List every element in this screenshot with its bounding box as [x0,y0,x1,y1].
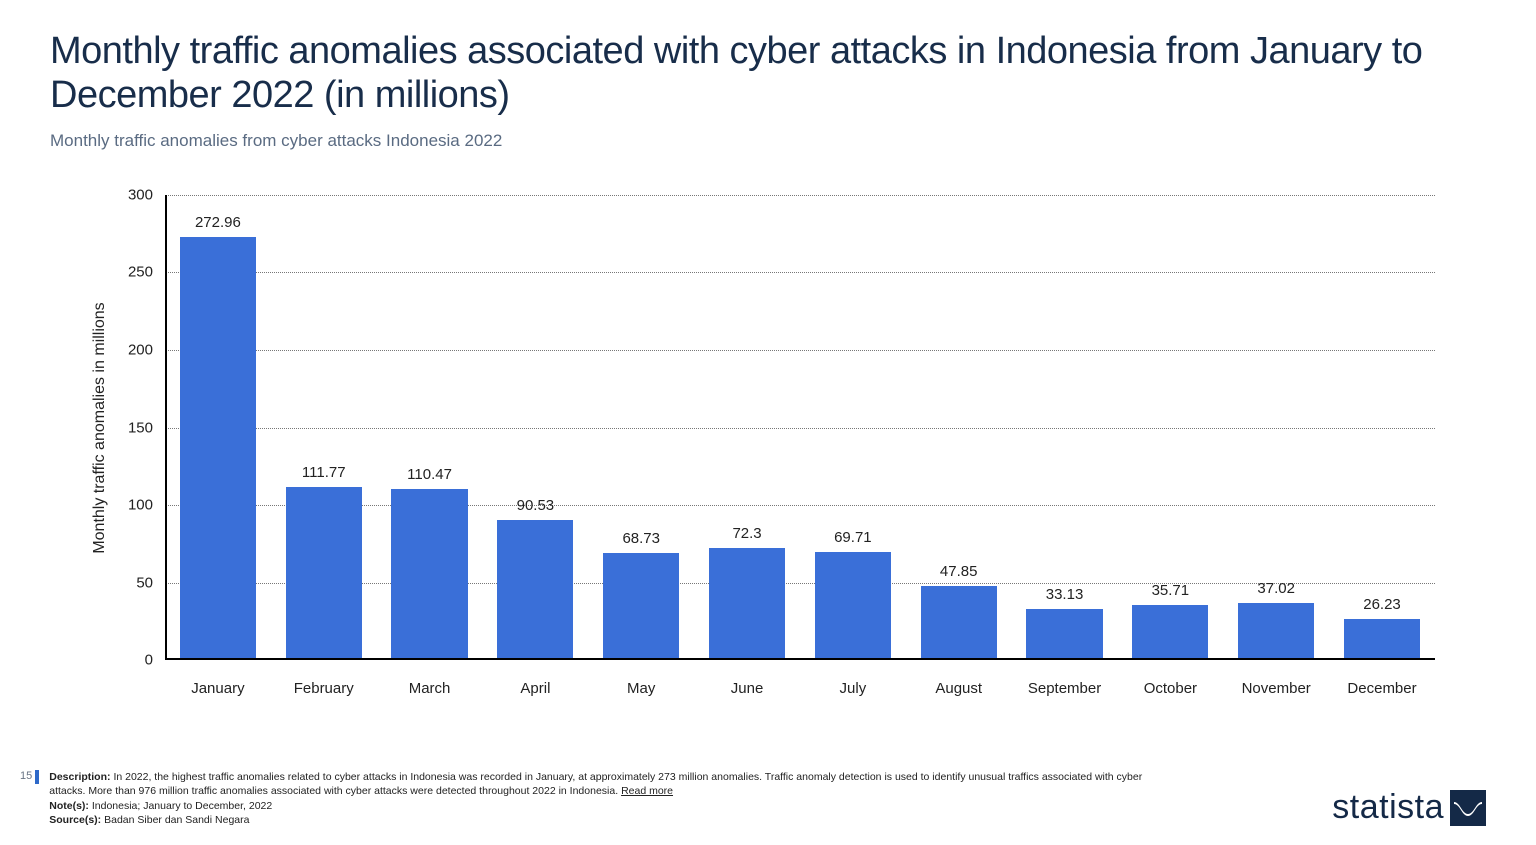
bar-slot: 26.23 [1329,195,1435,660]
page-number-badge: 15 [20,770,39,783]
y-tick-label: 100 [128,496,165,513]
bar [180,237,256,660]
x-tick-label: January [165,680,271,697]
bar-slot: 110.47 [377,195,483,660]
x-tick-label: May [588,680,694,697]
bar-slot: 72.3 [694,195,800,660]
bar-value-label: 47.85 [940,563,978,580]
y-axis-label: Monthly traffic anomalies in millions [91,302,109,553]
y-tick-label: 0 [145,652,165,669]
bar-slot: 272.96 [165,195,271,660]
bar [1132,605,1208,660]
bar-slot: 90.53 [482,195,588,660]
y-tick-label: 50 [136,574,165,591]
y-tick-label: 150 [128,419,165,436]
bar-value-label: 110.47 [407,466,452,483]
bar [286,487,362,660]
y-tick-label: 250 [128,264,165,281]
x-tick-label: November [1223,680,1329,697]
bar-value-label: 26.23 [1363,596,1401,613]
page-root: Monthly traffic anomalies associated wit… [0,0,1536,845]
bar-slot: 111.77 [271,195,377,660]
bar-slot: 69.71 [800,195,906,660]
description-label: Description: [49,771,110,783]
bar-chart: 272.96 111.77 110.47 90.53 68.73 72.3 69.71 47.… [75,185,1445,715]
y-tick-label: 200 [128,341,165,358]
bar [391,489,467,660]
notes-label: Note(s): [49,800,89,812]
statista-wordmark: statista [1332,788,1444,827]
bar-value-label: 37.02 [1257,580,1295,597]
bar-value-label: 111.77 [302,464,346,481]
x-tick-label: December [1329,680,1435,697]
x-ticks: JanuaryFebruaryMarchAprilMayJuneJulyAugu… [165,680,1435,697]
bar-value-label: 33.13 [1046,586,1084,603]
page-footer: 15 Description: In 2022, the highest tra… [20,770,1486,827]
x-tick-label: August [906,680,1012,697]
bar-value-label: 35.71 [1152,582,1190,599]
bar [497,520,573,660]
x-tick-label: April [482,680,588,697]
read-more-link[interactable]: Read more [621,785,673,797]
bar [1238,603,1314,660]
statista-mark-icon [1450,790,1486,826]
bar-slot: 68.73 [588,195,694,660]
x-tick-label: July [800,680,906,697]
sources-label: Source(s): [49,814,101,826]
statista-logo: statista [1332,788,1486,827]
bar-value-label: 69.71 [834,529,872,546]
y-axis [165,195,167,660]
bar-slot: 33.13 [1012,195,1118,660]
bar-slot: 47.85 [906,195,1012,660]
bar-slot: 35.71 [1117,195,1223,660]
x-tick-label: March [377,680,483,697]
x-tick-label: June [694,680,800,697]
sources-text: Badan Siber dan Sandi Negara [104,814,249,826]
x-tick-label: September [1012,680,1118,697]
page-subtitle: Monthly traffic anomalies from cyber att… [50,131,1486,151]
x-axis [165,658,1435,660]
x-tick-label: October [1117,680,1223,697]
description-text: In 2022, the highest traffic anomalies r… [49,771,1142,797]
footer-text: Description: In 2022, the highest traffi… [49,770,1149,827]
bars-container: 272.96 111.77 110.47 90.53 68.73 72.3 69.71 47.… [165,195,1435,660]
bar-value-label: 68.73 [622,530,660,547]
notes-text: Indonesia; January to December, 2022 [92,800,272,812]
footer-left: 15 Description: In 2022, the highest tra… [20,770,1149,827]
y-tick-label: 300 [128,187,165,204]
bar [1344,619,1420,660]
bar [921,586,997,660]
x-tick-label: February [271,680,377,697]
bar [815,552,891,660]
bar-value-label: 272.96 [195,214,241,231]
bar-value-label: 90.53 [517,497,555,514]
bar [1026,609,1102,660]
bar [603,553,679,660]
page-title: Monthly traffic anomalies associated wit… [50,30,1486,117]
plot-area: 272.96 111.77 110.47 90.53 68.73 72.3 69.71 47.… [165,195,1435,660]
bar-value-label: 72.3 [732,525,761,542]
bar [709,548,785,660]
bar-slot: 37.02 [1223,195,1329,660]
